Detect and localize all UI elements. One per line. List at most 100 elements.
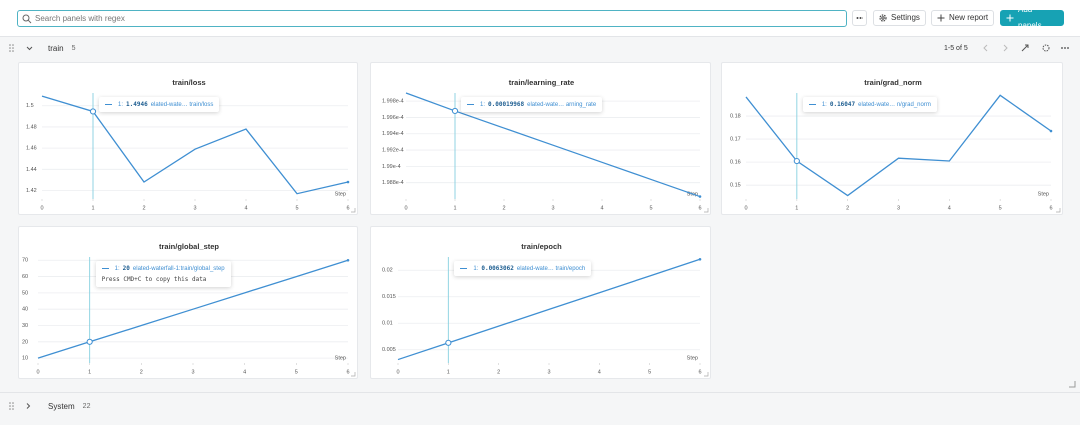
tooltip-swatch: [105, 103, 112, 106]
x-tick-label: 3: [191, 369, 194, 375]
line-chart: train/global_step 10 20 30 40 50 60 70 0 1 2 3 4 5 6 St…: [22, 242, 356, 377]
tooltip-step: 1:: [473, 265, 479, 272]
x-axis-label: Step: [687, 355, 698, 361]
gear-icon: [879, 14, 887, 22]
tooltip-run: elated-wate… arning_rate: [527, 101, 597, 108]
tooltip-value: 20: [122, 265, 130, 272]
add-panels-button[interactable]: Add panels: [1000, 5, 1064, 30]
section-count: 5: [71, 44, 76, 52]
x-tick-label: 2: [846, 205, 849, 211]
chart-panel: train/grad_norm 0.15 0.16 0.17 0.18 0 1 2 3 4 5 6 St…: [721, 62, 1063, 215]
x-tick-label: 2: [140, 369, 143, 375]
plus-icon: [1006, 14, 1014, 22]
line-chart: train/loss 1.42 1.44 1.46 1.48 1.5 0 1 2 3 4 5 6 Step: [26, 78, 356, 213]
hover-point: [89, 108, 97, 115]
y-tick-label: 1.994e-4: [382, 131, 404, 137]
x-tick-label: 0: [744, 205, 747, 211]
settings-label: Settings: [891, 13, 920, 22]
y-tick-label: 10: [22, 356, 28, 362]
x-tick-label: 1: [91, 205, 94, 211]
chart-panel: train/loss 1.42 1.44 1.46 1.48 1.5 0 1 2 3 4 5 6 Step…: [18, 62, 358, 215]
x-axis-label: Step: [1038, 191, 1049, 197]
hover-point: [86, 338, 93, 345]
tooltip-step: 1:: [118, 101, 124, 108]
divider: [0, 392, 1080, 393]
y-tick-label: 0.18: [730, 113, 741, 119]
y-tick-label: 1.996e-4: [382, 115, 404, 121]
new-report-button[interactable]: New report: [931, 10, 995, 26]
tooltip-value: 0.0063062: [481, 265, 514, 272]
chart-panel: train/global_step 10 20 30 40 50 60 70 0 1 2 3 4 5 6 St…: [18, 226, 358, 379]
x-tick-label: 6: [346, 369, 349, 375]
resize-handle: [351, 372, 356, 377]
tooltip-run: elated-wate… n/grad_norm: [858, 101, 931, 108]
x-tick-label: 1: [88, 369, 91, 375]
tooltip-run: elated-wate… train/loss: [150, 101, 214, 108]
chart-title: train/grad_norm: [864, 78, 922, 87]
x-tick-label: 5: [295, 205, 298, 211]
y-tick-label: 1.42: [26, 188, 37, 194]
y-tick-label: 1.998e-4: [382, 99, 404, 105]
tooltip-row: 1: 20 elated-waterfall-1:train/global_step: [101, 265, 225, 272]
chart-title: train/global_step: [159, 242, 219, 251]
y-tick-label: 0.16: [730, 160, 741, 166]
line-chart: train/grad_norm 0.15 0.16 0.17 0.18 0 1 2 3 4 5 6 St…: [730, 78, 1061, 213]
y-tick-label: 0.01: [382, 321, 393, 327]
tooltip-step: 1:: [821, 101, 827, 108]
hover-point: [793, 157, 800, 165]
tooltip: 1: 0.00019968 elated-wate… arning_rate: [461, 97, 603, 112]
more-icon: [856, 17, 863, 19]
y-tick-label: 1.48: [26, 124, 37, 130]
section-header[interactable]: train 5 1-5 of 5: [0, 36, 1080, 60]
section-header[interactable]: System 22: [0, 394, 1080, 418]
tooltip: 1: 1.4946 elated-wate… train/loss: [99, 97, 220, 112]
tooltip-run: elated-waterfall-1:train/global_step: [132, 265, 225, 272]
resize-handle: [1069, 381, 1076, 388]
y-tick-label: 1.99e-4: [382, 164, 401, 170]
tooltip-swatch: [101, 267, 109, 270]
end-point: [1049, 129, 1053, 133]
tooltip-swatch: [460, 267, 468, 270]
add-panels-label: Add panels: [1018, 5, 1042, 30]
x-axis-label: Step: [335, 355, 346, 361]
x-tick-label: 2: [142, 205, 145, 211]
x-tick-label: 4: [598, 369, 601, 375]
more-button[interactable]: [852, 10, 867, 26]
tooltip-value: 1.4946: [126, 101, 148, 108]
y-tick-label: 70: [22, 258, 28, 264]
y-tick-label: 1.44: [26, 167, 37, 173]
x-tick-label: 1: [453, 205, 456, 211]
y-tick-label: 0.02: [382, 268, 393, 274]
x-axis-label: Step: [335, 191, 346, 197]
x-tick-label: 3: [897, 205, 900, 211]
tooltip-row: 1: 0.0063062 elated-wate… train/epoch: [460, 265, 585, 272]
pagination: 1-5 of 5: [944, 44, 968, 52]
x-tick-label: 0: [404, 205, 407, 211]
chart-title: train/epoch: [521, 242, 562, 251]
x-tick-label: 5: [648, 369, 651, 375]
y-tick-label: 40: [22, 307, 28, 313]
x-tick-label: 4: [600, 205, 603, 211]
new-report-label: New report: [949, 13, 989, 22]
settings-button[interactable]: Settings: [873, 10, 926, 26]
chart-title: train/loss: [172, 78, 205, 87]
x-tick-label: 3: [193, 205, 196, 211]
x-tick-label: 2: [497, 369, 500, 375]
hover-point: [445, 339, 452, 346]
y-tick-label: 0.17: [730, 137, 741, 143]
search-placeholder: Search panels with regex: [35, 14, 125, 23]
tooltip-value: 0.00019968: [488, 101, 525, 108]
x-tick-label: 2: [502, 205, 505, 211]
y-tick-label: 1.5: [26, 103, 34, 109]
resize-handle: [704, 372, 709, 377]
line-chart: train/epoch 0.005 0.01 0.015 0.02 0 1 2 3 4 5 6 Step: [382, 242, 709, 377]
tooltip-run: elated-wate… train/epoch: [516, 265, 586, 272]
x-tick-label: 6: [698, 205, 701, 211]
x-tick-label: 5: [999, 205, 1002, 211]
y-tick-label: 20: [22, 339, 28, 345]
x-tick-label: 4: [244, 205, 247, 211]
tooltip-hint: Press CMD+C to copy this data: [101, 276, 207, 283]
tooltip-value: 0.16047: [829, 101, 856, 108]
x-tick-label: 3: [547, 369, 550, 375]
search-input[interactable]: Search panels with regex: [17, 10, 847, 27]
